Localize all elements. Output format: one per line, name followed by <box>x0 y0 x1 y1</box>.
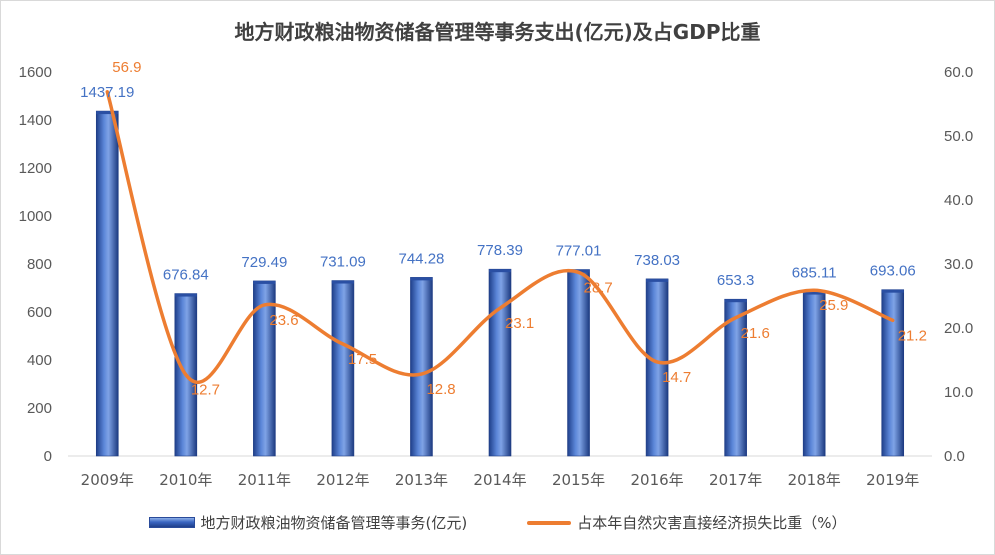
x-tick-label: 2016年 <box>630 471 683 489</box>
y-left-tick-label: 400 <box>27 352 52 369</box>
x-tick-label: 2009年 <box>81 471 134 489</box>
legend-item-line[interactable]: 占本年自然灾害直接经济损失比重（%） <box>527 512 846 533</box>
chart-title: 地方财政粮油物资储备管理等事务支出(亿元)及占GDP比重 <box>234 20 761 44</box>
bar <box>645 278 669 457</box>
y-left-tick-label: 1400 <box>19 112 52 129</box>
legend-swatch-bar <box>148 517 195 528</box>
bar-value-label: 729.49 <box>241 254 287 271</box>
bar-value-label: 676.84 <box>163 267 209 284</box>
x-tick-label: 2010年 <box>159 471 212 489</box>
line-value-label: 17.5 <box>348 351 377 368</box>
bar-value-label: 778.39 <box>477 242 523 259</box>
bars-layer <box>95 110 905 457</box>
bar-value-label: 685.11 <box>792 265 837 282</box>
legend: 地方财政粮油物资储备管理等事务(亿元) 占本年自然灾害直接经济损失比重（%） <box>0 512 995 533</box>
bar <box>567 269 590 457</box>
line-value-label: 12.7 <box>191 382 220 399</box>
x-tick-label: 2017年 <box>709 471 762 489</box>
bar-cap <box>489 269 511 273</box>
line-value-label: 23.1 <box>505 315 534 332</box>
line-value-label: 21.6 <box>741 325 770 342</box>
bar <box>410 277 433 457</box>
bar-value-label: 653.3 <box>717 272 755 289</box>
legend-label-line: 占本年自然灾害直接经济损失比重（%） <box>577 514 847 532</box>
bar-value-label: 744.28 <box>399 250 445 267</box>
bar-value-label: 738.03 <box>634 252 680 269</box>
bar-cap <box>410 277 433 281</box>
y-left-tick-label: 1200 <box>19 160 52 177</box>
line-value-label: 25.9 <box>819 297 848 314</box>
bar-cap <box>331 280 354 284</box>
bar-value-label: 1437.19 <box>80 84 134 101</box>
y-right-tick-label: 50.0 <box>944 128 973 145</box>
y-left-tick-label: 1600 <box>19 64 52 81</box>
bar <box>488 268 512 457</box>
line-value-label: 23.6 <box>269 312 298 329</box>
bar-value-label: 777.01 <box>556 243 602 260</box>
bar <box>331 280 355 457</box>
bar-cap <box>96 111 119 115</box>
y-left-tick-label: 600 <box>27 304 52 321</box>
x-tick-label: 2013年 <box>395 471 448 489</box>
labels-layer: 1437.19 676.84 729.49 731.09 744.28 778.39 777… <box>80 59 927 399</box>
line-layer <box>105 90 895 385</box>
x-tick-label: 2014年 <box>473 471 526 489</box>
bar-value-label: 693.06 <box>870 263 916 280</box>
legend-label-bar: 地方财政粮油物资储备管理等事务(亿元) <box>200 514 468 532</box>
line-value-label: 28.7 <box>584 279 613 296</box>
x-tick-label: 2019年 <box>866 471 919 489</box>
y-left-tick-label: 200 <box>27 400 52 417</box>
bar <box>881 289 905 457</box>
bar-cap <box>803 291 826 295</box>
line-series-path <box>105 90 895 385</box>
y-left-tick-label: 800 <box>27 256 52 273</box>
x-tick-label: 2015年 <box>552 471 605 489</box>
y-right-tick-label: 40.0 <box>944 192 973 209</box>
line-value-label: 14.7 <box>662 369 691 386</box>
y-right-tick-label: 10.0 <box>944 384 973 401</box>
bar-cap <box>724 299 747 303</box>
line-value-label: 21.2 <box>898 327 927 344</box>
line-value-label: 56.9 <box>112 59 141 76</box>
y-right-tick-label: 0.0 <box>944 448 965 465</box>
legend-item-bar[interactable]: 地方财政粮油物资储备管理等事务(亿元) <box>148 512 468 533</box>
axes-layer: 0 200 400 600 800 1000 1200 1400 1600 0.0 10.0 20.0… <box>19 64 974 489</box>
y-right-tick-label: 30.0 <box>944 256 973 273</box>
x-tick-label: 2018年 <box>788 471 841 489</box>
bar-cap <box>881 289 904 293</box>
y-right-tick-label: 60.0 <box>944 64 973 81</box>
x-tick-label: 2011年 <box>238 471 291 489</box>
bar-cap <box>174 293 197 297</box>
bar-value-label: 731.09 <box>320 254 366 271</box>
y-right-tick-label: 20.0 <box>944 320 973 337</box>
y-left-tick-label: 1000 <box>19 208 52 225</box>
bar-cap <box>646 278 669 282</box>
line-value-label: 12.8 <box>426 381 455 398</box>
bar <box>802 291 826 457</box>
x-tick-label: 2012年 <box>316 471 369 489</box>
legend-swatch-line <box>527 520 572 525</box>
bar-cap <box>253 280 276 284</box>
y-left-tick-label: 0 <box>44 448 52 465</box>
bar <box>95 110 119 457</box>
